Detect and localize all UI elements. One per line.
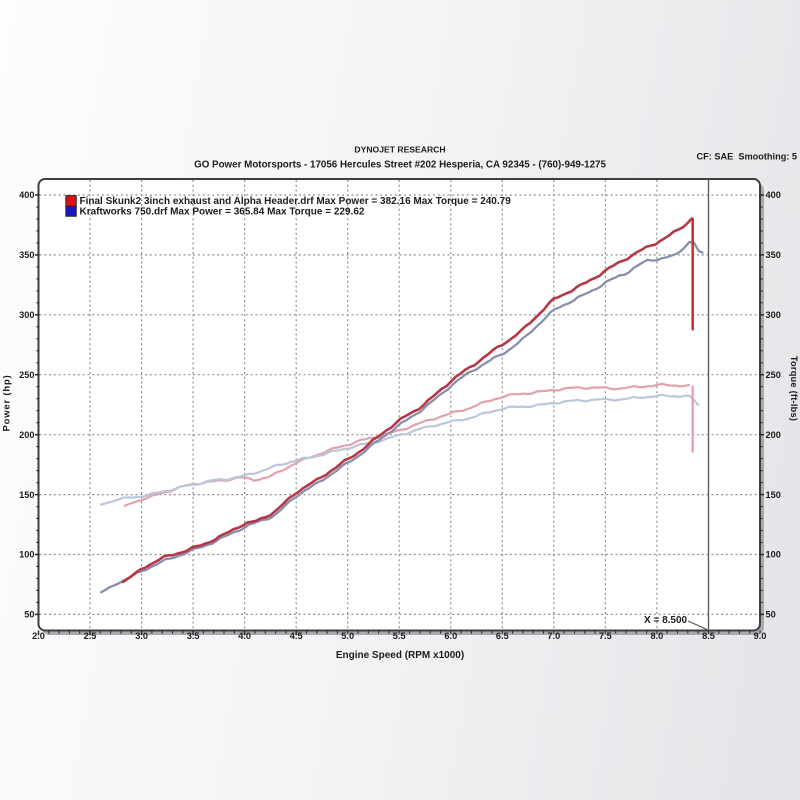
svg-text:DYNOJET RESEARCH: DYNOJET RESEARCH — [354, 145, 445, 155]
svg-text:200: 200 — [19, 430, 34, 440]
svg-text:3.0: 3.0 — [135, 631, 148, 641]
svg-text:5.0: 5.0 — [341, 631, 354, 641]
svg-text:8.5: 8.5 — [702, 631, 715, 641]
svg-text:300: 300 — [19, 310, 34, 320]
svg-text:Engine Speed (RPM x1000): Engine Speed (RPM x1000) — [336, 650, 464, 661]
svg-text:2.0: 2.0 — [32, 631, 45, 641]
svg-text:7.5: 7.5 — [599, 631, 612, 641]
svg-text:6.0: 6.0 — [444, 631, 457, 641]
svg-text:400: 400 — [766, 190, 781, 200]
svg-text:2.5: 2.5 — [84, 631, 97, 641]
svg-text:3.5: 3.5 — [187, 631, 200, 641]
svg-text:150: 150 — [19, 490, 34, 500]
svg-text:Kraftworks 750.drf Max Power =: Kraftworks 750.drf Max Power = 365.84 Ma… — [80, 206, 365, 217]
svg-text:6.5: 6.5 — [496, 631, 509, 641]
svg-text:250: 250 — [766, 370, 781, 380]
svg-text:CF: SAE Smoothing: 5: CF: SAE Smoothing: 5 — [697, 151, 798, 161]
svg-text:4.0: 4.0 — [238, 631, 251, 641]
svg-text:Final Skunk2 3inch exhaust and: Final Skunk2 3inch exhaust and Alpha Hea… — [80, 196, 512, 207]
svg-text:350: 350 — [766, 250, 781, 260]
svg-text:50: 50 — [24, 610, 34, 620]
svg-text:GO Power Motorsports - 17056 H: GO Power Motorsports - 17056 Hercules St… — [194, 159, 606, 170]
svg-text:Torque (ft-lbs): Torque (ft-lbs) — [789, 356, 799, 421]
svg-text:Power (hp): Power (hp) — [2, 374, 13, 431]
svg-text:X = 8.500: X = 8.500 — [644, 615, 688, 626]
svg-text:100: 100 — [766, 550, 781, 560]
svg-text:4.5: 4.5 — [290, 631, 303, 641]
svg-text:9.0: 9.0 — [754, 631, 767, 641]
svg-text:5.5: 5.5 — [393, 631, 406, 641]
svg-text:300: 300 — [766, 310, 781, 320]
svg-text:250: 250 — [19, 370, 34, 380]
svg-text:8.0: 8.0 — [651, 631, 664, 641]
svg-text:50: 50 — [766, 610, 776, 620]
svg-text:150: 150 — [766, 490, 781, 500]
svg-text:100: 100 — [19, 550, 34, 560]
svg-text:200: 200 — [766, 430, 781, 440]
svg-text:7.0: 7.0 — [547, 631, 560, 641]
svg-text:350: 350 — [19, 250, 34, 260]
svg-text:400: 400 — [19, 190, 34, 200]
